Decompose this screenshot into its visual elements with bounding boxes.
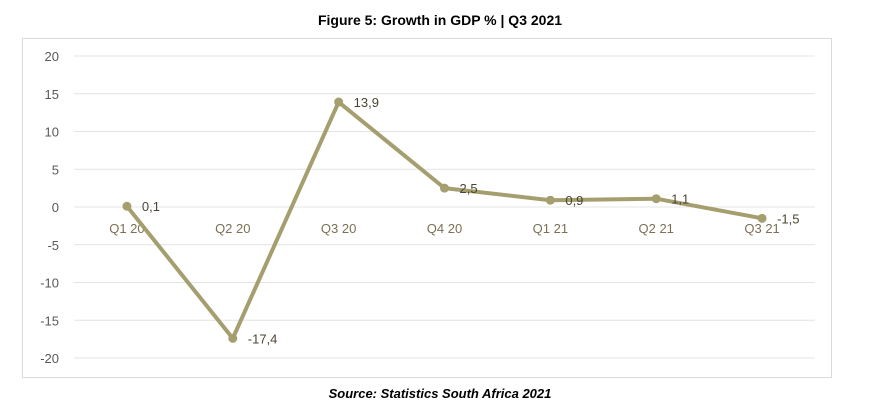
data-point bbox=[122, 201, 132, 211]
y-tick-label: -5 bbox=[47, 238, 59, 253]
y-tick-label: -15 bbox=[40, 313, 59, 328]
y-tick-label: 10 bbox=[45, 125, 59, 140]
data-point bbox=[757, 213, 767, 223]
data-labels: 0,1 -17,4 13,9 2,5 0,9 1,1 -1,5 bbox=[142, 95, 800, 346]
y-tick-label: 0 bbox=[52, 200, 59, 215]
data-point bbox=[228, 333, 238, 343]
data-label: -1,5 bbox=[777, 211, 799, 226]
x-tick-label: Q4 20 bbox=[427, 221, 462, 236]
data-label: -17,4 bbox=[248, 331, 278, 346]
data-label: 0,1 bbox=[142, 199, 160, 214]
y-tick-label: -20 bbox=[40, 351, 59, 366]
data-point bbox=[440, 183, 449, 193]
data-label: 1,1 bbox=[671, 192, 689, 207]
data-point bbox=[545, 195, 555, 205]
x-tick-label: Q3 20 bbox=[321, 221, 356, 236]
chart-source: Source: Statistics South Africa 2021 bbox=[328, 386, 552, 401]
x-tick-label: Q2 20 bbox=[215, 221, 250, 236]
data-label: 2,5 bbox=[460, 181, 478, 196]
y-tick-label: 20 bbox=[45, 49, 59, 64]
x-axis-ticks: Q1 20 Q2 20 Q3 20 Q4 20 Q1 21 Q2 21 Q3 21 bbox=[109, 221, 780, 236]
chart-frame bbox=[22, 38, 832, 378]
x-tick-label: Q2 21 bbox=[639, 221, 674, 236]
y-axis-ticks: 20 15 10 5 0 -5 -10 -15 -20 bbox=[40, 49, 59, 366]
x-tick-label: Q3 21 bbox=[744, 221, 779, 236]
chart-title: Figure 5: Growth in GDP % | Q3 2021 bbox=[317, 12, 563, 28]
data-point bbox=[651, 194, 661, 204]
data-point bbox=[334, 97, 344, 107]
series-gdp-growth bbox=[122, 97, 767, 343]
y-tick-label: 15 bbox=[45, 87, 59, 102]
data-label: 13,9 bbox=[354, 95, 379, 110]
gridlines bbox=[74, 55, 815, 359]
y-tick-label: -10 bbox=[40, 276, 59, 291]
data-label: 0,9 bbox=[565, 193, 583, 208]
x-tick-label: Q1 21 bbox=[533, 221, 568, 236]
x-tick-label: Q1 20 bbox=[109, 221, 144, 236]
y-tick-label: 5 bbox=[52, 162, 59, 177]
